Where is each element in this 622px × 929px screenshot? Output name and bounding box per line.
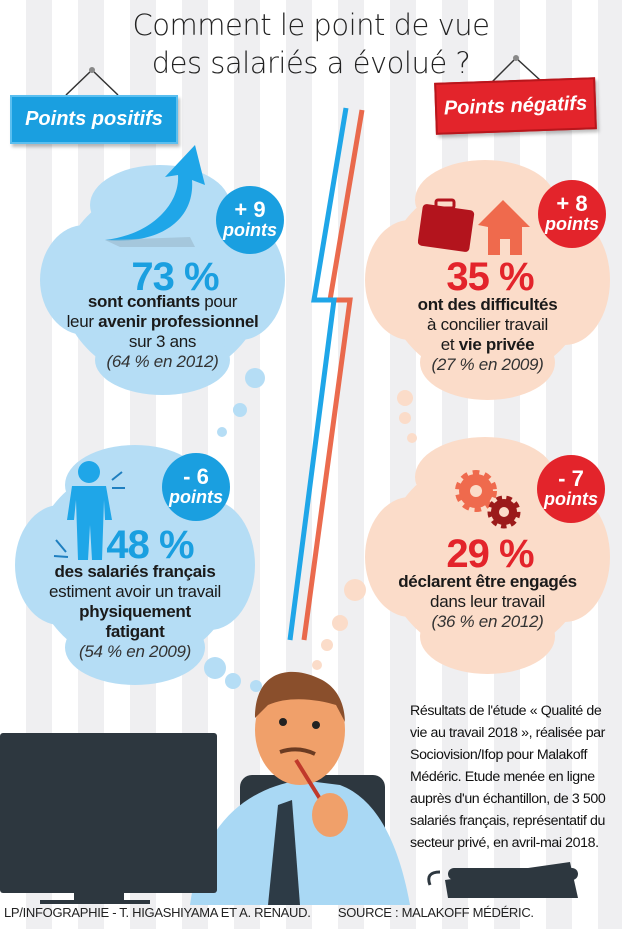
page-title: Comment le point de vue des salariés a é… <box>132 8 490 80</box>
stat-description: déclarent être engagés dans leur travail… <box>398 572 577 631</box>
thought-bubbles-red <box>312 390 417 670</box>
stat-description: des salariés français estiment avoir un … <box>48 562 222 661</box>
computer-monitor <box>0 733 217 904</box>
negative-points-sign: Points négatifs <box>434 77 597 135</box>
briefcase-house-icon <box>418 198 530 255</box>
change-badge: + 8 points <box>538 180 606 248</box>
gears-icon <box>455 470 521 529</box>
stat-percent: 29 % <box>446 532 534 576</box>
man-illustration <box>190 671 410 905</box>
positive-points-sign: Points positifs <box>10 95 178 144</box>
change-badge: - 7 points <box>537 455 605 523</box>
stat-description: sont confiants pour leur avenir professi… <box>66 292 259 371</box>
thought-bubbles <box>204 368 265 692</box>
stat-description: ont des difficultés à concilier travail … <box>417 295 558 374</box>
tired-person-icon <box>53 461 125 560</box>
source: SOURCE : MALAKOFF MÉDÉRIC. <box>337 905 534 920</box>
arrow-up-icon <box>105 145 205 247</box>
lightning-icon <box>287 107 365 641</box>
stat-percent: 35 % <box>446 255 534 299</box>
change-badge: - 6 points <box>162 453 230 521</box>
change-badge: + 9 points <box>216 186 284 254</box>
telephone-icon <box>427 862 578 898</box>
stat-percent: 73 % <box>131 255 219 299</box>
credit: LP/INFOGRAPHIE - T. HIGASHIYAMA ET A. RE… <box>4 905 311 920</box>
stat-percent: 48 % <box>106 523 194 567</box>
footer: LP/INFOGRAPHIE - T. HIGASHIYAMA ET A. RE… <box>4 905 534 920</box>
study-note: Résultats de l'étude « Qualité de vie au… <box>410 703 606 851</box>
